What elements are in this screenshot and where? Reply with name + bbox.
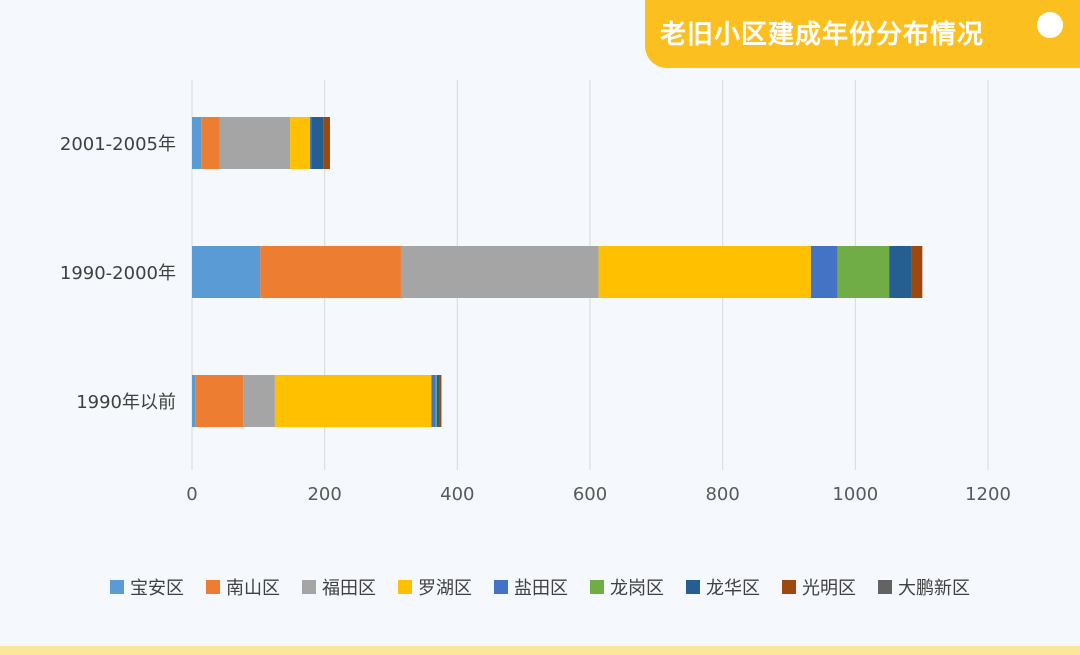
y-category-label: 2001-2005年 (60, 134, 176, 155)
legend-label: 龙华区 (706, 578, 760, 599)
legend-label: 大鹏新区 (898, 578, 970, 599)
legend-item: 罗湖区 (398, 574, 472, 600)
chart-legend: 宝安区 南山区 福田区 罗湖区 盐田区 龙岗区 龙华区 光明区 大鹏新区 (0, 572, 1080, 602)
bar-segment (260, 246, 401, 298)
x-tick-label: 800 (705, 484, 739, 505)
title-banner (645, 0, 1080, 68)
bar-segment (435, 375, 437, 427)
y-category-label: 1990-2000年 (60, 263, 176, 284)
legend-swatch (686, 580, 700, 594)
bar-segment (195, 375, 244, 427)
bar-segment (192, 117, 202, 169)
legend-item: 盐田区 (494, 574, 568, 600)
bar-segment (311, 117, 324, 169)
legend-label: 盐田区 (514, 578, 568, 599)
chart-title: 老旧小区建成年份分布情况 (660, 20, 985, 50)
legend-item: 福田区 (302, 574, 376, 600)
legend-swatch (302, 580, 316, 594)
legend-swatch (878, 580, 892, 594)
x-tick-label: 200 (307, 484, 341, 505)
bar-segment (810, 246, 838, 298)
legend-label: 南山区 (226, 578, 280, 599)
legend-item: 宝安区 (110, 574, 184, 600)
legend-swatch (206, 580, 220, 594)
x-tick-label: 600 (573, 484, 607, 505)
legend-item: 光明区 (782, 574, 856, 600)
bar-segment (889, 246, 912, 298)
legend-item: 大鹏新区 (878, 574, 970, 600)
legend-item: 龙岗区 (590, 574, 664, 600)
title-dot-icon (1037, 12, 1063, 38)
x-tick-label: 0 (186, 484, 197, 505)
x-tick-label: 400 (440, 484, 474, 505)
bar-segment (400, 246, 599, 298)
legend-item: 龙华区 (686, 574, 760, 600)
legend-label: 福田区 (322, 578, 376, 599)
x-tick-label: 1000 (832, 484, 878, 505)
legend-label: 罗湖区 (418, 578, 472, 599)
y-category-label: 1990年以前 (76, 392, 176, 413)
bar-segment (439, 375, 442, 427)
bar-segment (323, 117, 330, 169)
bottom-strip (0, 646, 1080, 655)
bar-segment (598, 246, 811, 298)
bar-segment (201, 117, 220, 169)
legend-item: 南山区 (206, 574, 280, 600)
bar-segment (431, 375, 436, 427)
bar-segment (219, 117, 291, 169)
legend-label: 宝安区 (130, 578, 184, 599)
bar-chart: 0 200 400 600 800 1000 1200 2001-2005年 1990-2000… (60, 80, 1011, 505)
x-tick-label: 1200 (965, 484, 1011, 505)
legend-label: 龙岗区 (610, 578, 664, 599)
legend-label: 光明区 (802, 578, 856, 599)
legend-swatch (782, 580, 796, 594)
legend-swatch (590, 580, 604, 594)
bar-segment (192, 375, 196, 427)
bar-segment (436, 375, 440, 427)
bar-segment (290, 117, 311, 169)
bar-segment (837, 246, 890, 298)
bar-segment (243, 375, 275, 427)
bar-segment (192, 246, 261, 298)
bar-segment (274, 375, 432, 427)
legend-swatch (110, 580, 124, 594)
legend-swatch (494, 580, 508, 594)
bar-segment (911, 246, 923, 298)
legend-swatch (398, 580, 412, 594)
bar-segment (310, 117, 312, 169)
